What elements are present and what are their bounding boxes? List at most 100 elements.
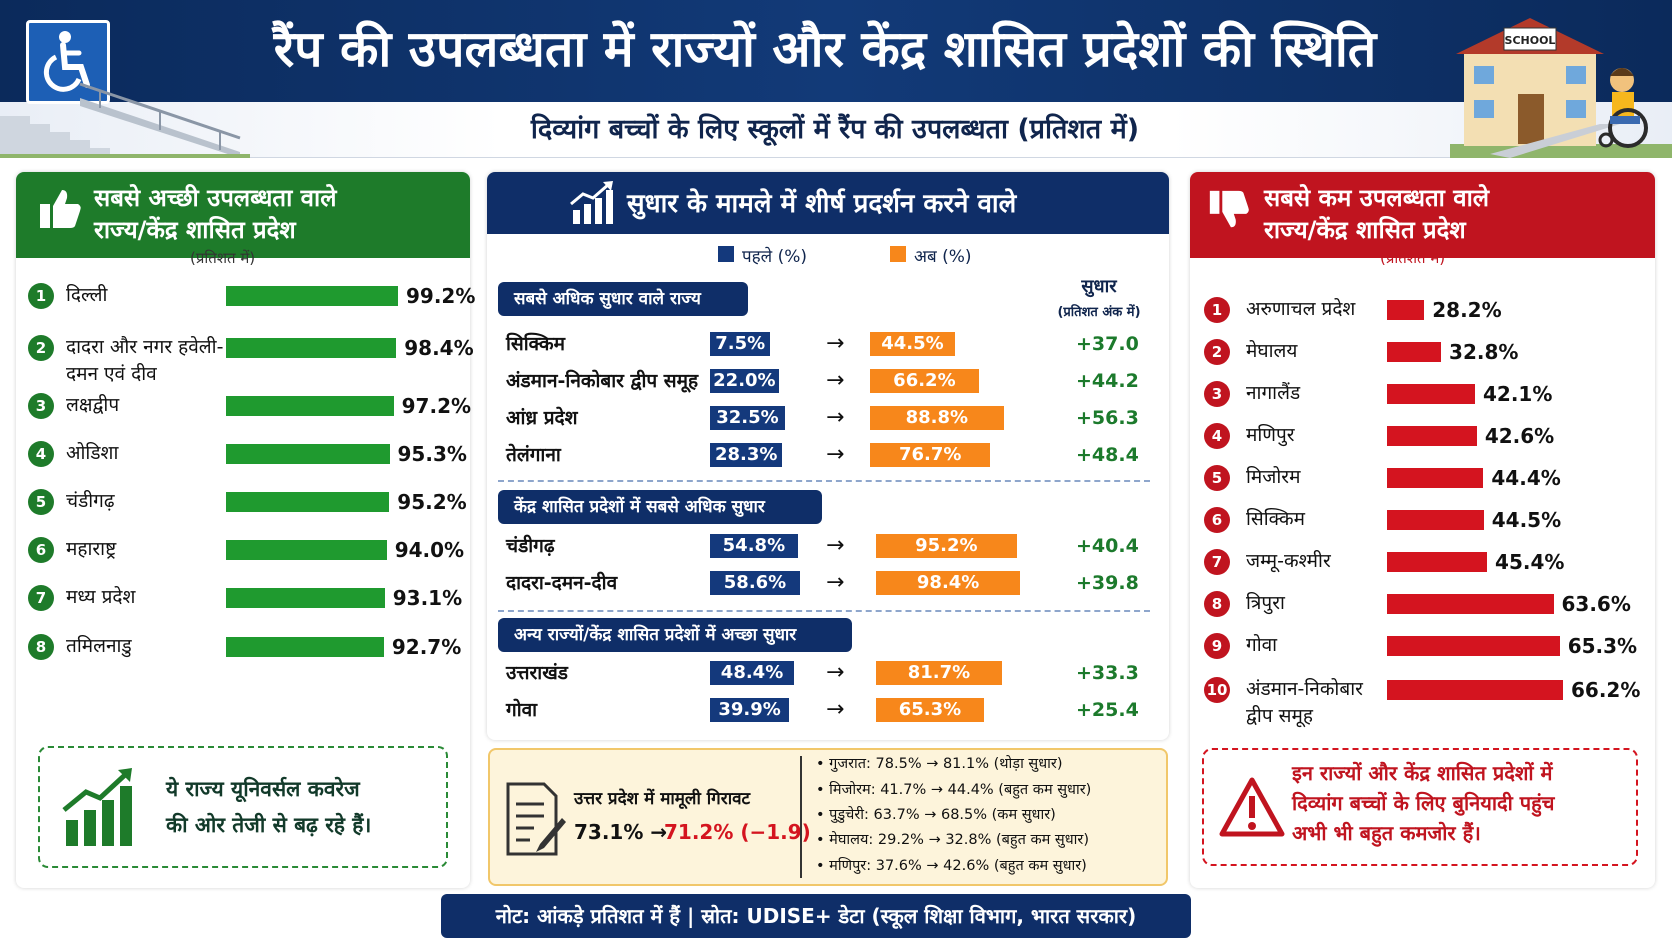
worst-value-label: 44.4% (1491, 466, 1561, 490)
improvement-value: +33.3 (1076, 662, 1139, 684)
improve-row-name: सिक्किम (506, 333, 565, 355)
section-ut-header: केंद्र शासित प्रदेशों में सबसे अधिक सुधा… (498, 490, 822, 524)
best-bar (226, 540, 387, 560)
arrow-icon: → (826, 570, 845, 595)
best-value-label: 94.0% (394, 538, 465, 562)
worst-callout-line3: अभी भी बहुत कमजोर हैं। (1292, 821, 1481, 845)
best-bar (226, 637, 384, 657)
rank-badge: 8 (1204, 591, 1230, 617)
improvement-header: सुधार (1081, 276, 1117, 297)
section-states-header: सबसे अधिक सुधार वाले राज्य (498, 282, 748, 316)
best-row-name: तमिलनाडु (66, 635, 132, 657)
improve-row-name: आंध्र प्रदेश (506, 407, 578, 429)
improvement-value: +56.3 (1076, 407, 1139, 429)
before-bar: 28.3% (710, 443, 783, 467)
arrow-icon: → (826, 368, 845, 393)
worst-bar (1387, 552, 1488, 572)
best-callout: ये राज्य यूनिवर्सल कवरेज की ओर तेजी से ब… (38, 746, 448, 868)
before-bar: 54.8% (710, 534, 798, 558)
bullet-item: • मणिपुर: 37.6% → 42.6% (बहुत कम सुधार) (816, 858, 1087, 874)
bullet-item: • पुडुचेरी: 63.7% → 68.5% (कम सुधार) (816, 807, 1056, 823)
thumbs-up-icon (40, 190, 81, 228)
rank-badge: 2 (1204, 339, 1230, 365)
improvement-value: +40.4 (1076, 535, 1139, 557)
improvement-value: +37.0 (1076, 333, 1139, 355)
before-bar: 22.0% (710, 369, 779, 393)
worst-row-name: अरुणाचल प्रदेश (1246, 298, 1356, 320)
improvement-value: +48.4 (1076, 444, 1139, 466)
footer-note: नोट: आंकड़े प्रतिशत में हैं | स्रोत: UDI… (441, 894, 1191, 938)
worst-bar (1387, 426, 1477, 446)
best-bar (226, 396, 394, 416)
worst-value-label: 44.5% (1491, 508, 1562, 532)
worst-row-name: गोवा (1246, 634, 1278, 656)
up-before-value: 73.1% → (574, 820, 668, 844)
worst-value-label: 32.8% (1449, 340, 1519, 364)
up-note-box (488, 748, 1168, 886)
rank-badge: 9 (1204, 633, 1230, 659)
improve-row-name: दादरा-दमन-दीव (506, 572, 618, 594)
after-bar: 98.4% (876, 571, 1021, 595)
best-bar (226, 338, 397, 358)
worst-title-line2: राज्य/केंद्र शासित प्रदेश (1264, 216, 1466, 244)
before-bar: 39.9% (710, 698, 790, 722)
best-title-line1: सबसे अच्छी उपलब्धता वाले (94, 184, 337, 212)
best-pct-note: (प्रतिशत में) (190, 249, 256, 267)
after-bar: 66.2% (870, 369, 979, 393)
best-value-label: 99.2% (406, 284, 476, 308)
after-bar: 44.5% (870, 332, 955, 356)
worst-callout: इन राज्यों और केंद्र शासित प्रदेशों में … (1202, 748, 1638, 866)
bullet-item: • गुजरात: 78.5% → 81.1% (थोड़ा सुधार) (816, 756, 1063, 772)
improvement-value: +44.2 (1076, 370, 1139, 392)
worst-row-name: त्रिपुरा (1246, 592, 1285, 614)
best-value-label: 95.2% (397, 490, 467, 514)
improve-title: सुधार के मामले में शीर्ष प्रदर्शन करने व… (627, 189, 1017, 219)
best-callout-line2: की ओर तेजी से बढ़ रहे हैं। (166, 813, 372, 837)
after-bar: 81.7% (876, 661, 1002, 685)
growth-chart-icon (62, 768, 132, 846)
best-row-name: दादरा और नगर हवेली-दमन एवं दीव (66, 336, 224, 385)
worst-panel: सबसे कम उपलब्धता वाले राज्य/केंद्र शासित… (1190, 172, 1655, 888)
before-bar: 32.5% (710, 406, 785, 430)
improvement-value: +25.4 (1076, 699, 1139, 721)
arrow-icon: → (826, 697, 845, 722)
legend-after-swatch (890, 246, 906, 262)
best-panel-header: सबसे अच्छी उपलब्धता वाले राज्य/केंद्र शा… (16, 172, 470, 258)
worst-value-label: 28.2% (1432, 298, 1502, 322)
best-bar (226, 286, 398, 306)
before-bar: 7.5% (710, 332, 771, 356)
best-bar (226, 444, 390, 464)
legend-before: पहले (%) (742, 247, 808, 267)
worst-bar (1387, 468, 1484, 488)
document-pen-icon (506, 782, 566, 856)
worst-value-label: 42.1% (1483, 382, 1553, 406)
bullet-item: • मेघालय: 29.2% → 32.8% (बहुत कम सुधार) (816, 832, 1089, 848)
warning-icon (1219, 777, 1285, 837)
worst-bar (1387, 594, 1554, 614)
rank-badge: 6 (1204, 507, 1230, 533)
wheelchair-icon (26, 20, 110, 104)
school-sign: SCHOOL (1505, 34, 1556, 47)
worst-value-label: 45.4% (1495, 550, 1565, 574)
up-after-value: 71.2% (−1.9) (664, 820, 811, 844)
subtitle-band (0, 102, 1672, 158)
best-value-label: 93.1% (392, 586, 463, 610)
worst-row-name: मिजोरम (1246, 466, 1301, 488)
rank-badge: 2 (28, 335, 54, 361)
best-row-name: लक्षद्वीप (66, 394, 120, 416)
worst-bar (1387, 680, 1563, 700)
after-bar: 88.8% (870, 406, 1004, 430)
improve-row-name: उत्तराखंड (506, 662, 568, 684)
rank-badge: 3 (1204, 381, 1230, 407)
worst-row-name: जम्मू-कश्मीर (1246, 550, 1331, 572)
ramp-stairs-illustration (0, 82, 250, 158)
best-value-label: 95.3% (397, 442, 467, 466)
bar-chart-up-icon (570, 181, 613, 224)
school-illustration: SCHOOL (1450, 18, 1672, 158)
best-row-name: चंडीगढ़ (66, 490, 115, 512)
worst-title-line1: सबसे कम उपलब्धता वाले (1264, 184, 1490, 212)
worst-value-label: 63.6% (1561, 592, 1631, 616)
best-value-label: 97.2% (401, 394, 472, 418)
rank-badge: 3 (28, 393, 54, 419)
worst-bar (1387, 384, 1475, 404)
